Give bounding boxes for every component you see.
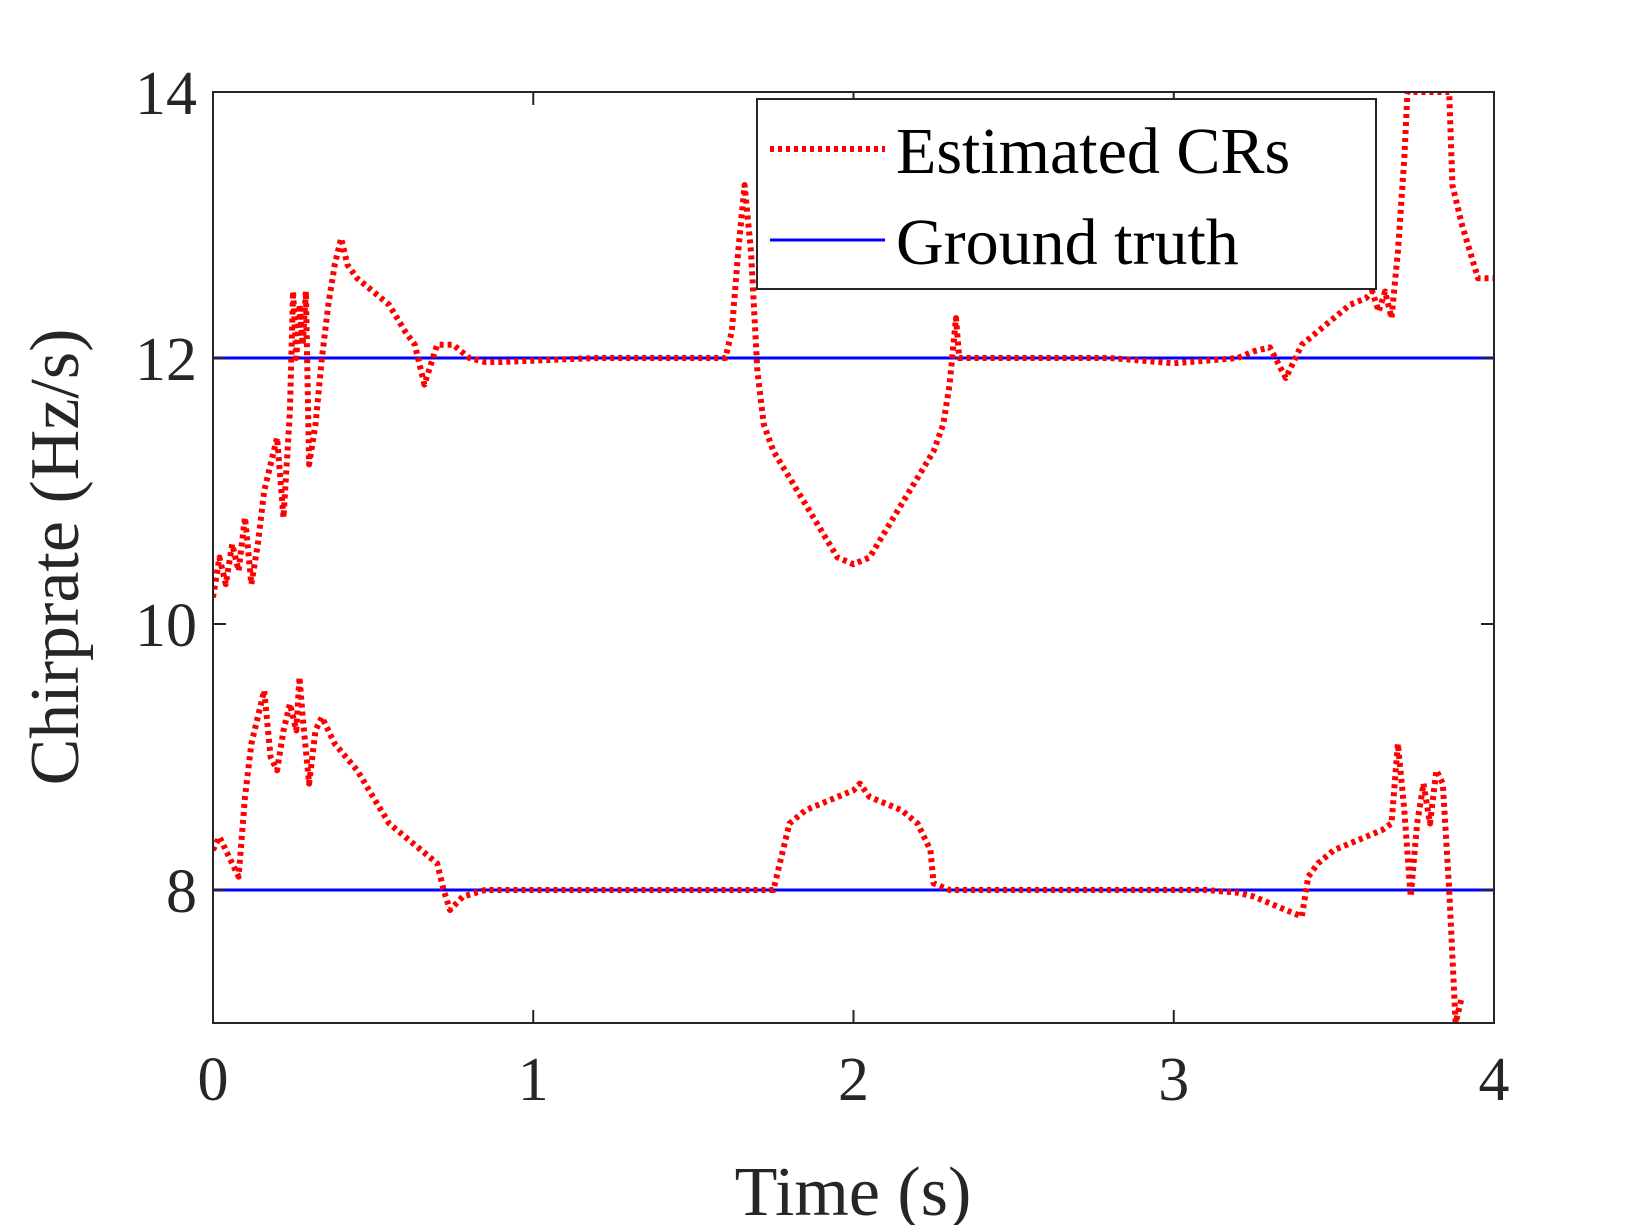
x-tick-label: 3 [1158, 1046, 1189, 1114]
ground-truth-layer [213, 356, 1494, 892]
y-tick-label: 14 [135, 60, 197, 128]
x-axis-label: Time (s) [735, 1154, 972, 1225]
x-tick-label: 0 [198, 1046, 229, 1114]
legend-estimated-label: Estimated CRs [896, 115, 1290, 188]
y-tick-label: 8 [166, 858, 197, 926]
x-tick-label: 4 [1479, 1046, 1510, 1114]
legend-ground-truth-label: Ground truth [896, 206, 1239, 279]
estimated-cr-trace-upper [213, 92, 1494, 598]
y-tick-label: 10 [135, 592, 197, 660]
legend: Estimated CRs Ground truth [756, 98, 1377, 290]
estimated-cr-trace-lower [213, 674, 1465, 1023]
x-tick-label: 2 [838, 1046, 869, 1114]
estimated-cr-layer [213, 92, 1494, 1023]
y-axis-label: Chirprate (Hz/s) [17, 329, 94, 786]
legend-box [756, 98, 1377, 290]
x-tick-label: 1 [518, 1046, 549, 1114]
y-tick-label: 12 [135, 326, 197, 394]
